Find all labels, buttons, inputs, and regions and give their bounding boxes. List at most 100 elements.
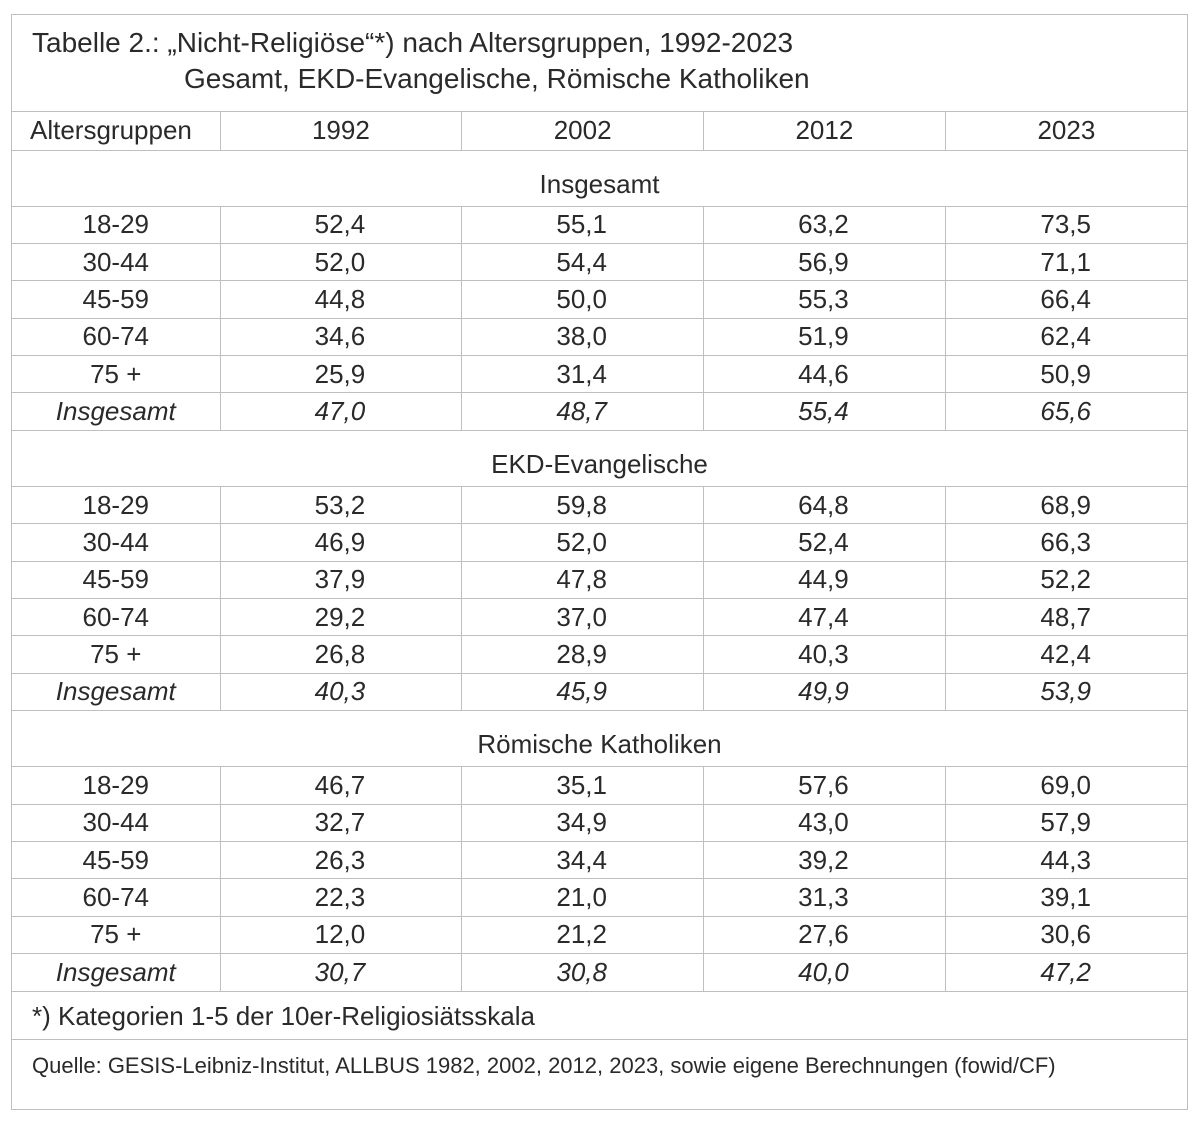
age-group-cell: 75 + (12, 635, 221, 674)
column-header-year: 2023 (944, 112, 1187, 151)
column-header-year: 2012 (703, 112, 946, 151)
value-cell: 37,9 (219, 560, 463, 600)
section-label: Insgesamt (12, 149, 1187, 207)
age-group-cell: 18-29 (12, 205, 221, 244)
value-cell: 44,9 (703, 560, 946, 600)
value-cell: 40,3 (703, 635, 946, 674)
section-header-row: Römische Katholiken (12, 710, 1187, 768)
value-cell: 30,7 (219, 953, 463, 992)
age-group-cell: 75 + (12, 355, 221, 394)
total-row: Insgesamt 30,7 30,8 40,0 47,2 (12, 953, 1187, 992)
total-row: Insgesamt 47,0 48,7 55,4 65,6 (12, 392, 1187, 431)
section-header-row: Insgesamt (12, 149, 1187, 207)
table-row: 30-44 52,0 54,4 56,9 71,1 (12, 242, 1187, 282)
value-cell: 52,4 (219, 205, 463, 244)
value-cell: 51,9 (703, 317, 946, 357)
value-cell: 44,3 (944, 840, 1187, 880)
value-cell: 62,4 (944, 317, 1187, 357)
table-title: Tabelle 2.: „Nicht-Religiöse“*) nach Alt… (12, 15, 1187, 112)
age-group-cell: 45-59 (12, 840, 221, 880)
table-row: 60-74 34,6 38,0 51,9 62,4 (12, 317, 1187, 357)
value-cell: 48,7 (944, 598, 1187, 637)
value-cell: 32,7 (219, 803, 463, 842)
value-cell: 30,6 (944, 915, 1187, 955)
table-row: 45-59 26,3 34,4 39,2 44,3 (12, 840, 1187, 880)
table-row: 75 +12,0 21,2 27,6 30,6 (12, 915, 1187, 955)
value-cell: 48,7 (461, 392, 704, 431)
table-row: 45-59 44,8 50,0 55,3 66,4 (12, 280, 1187, 319)
table-row: 30-44 32,7 34,9 43,0 57,9 (12, 803, 1187, 842)
value-cell: 52,0 (461, 523, 704, 562)
age-group-cell: 18-29 (12, 485, 221, 525)
age-group-cell: 60-74 (12, 878, 221, 917)
value-cell: 50,9 (944, 355, 1187, 394)
column-header-year: 2002 (461, 112, 704, 151)
table-row: 18-29 53,2 59,8 64,8 68,9 (12, 485, 1187, 525)
section-label: EKD-Evangelische (12, 429, 1187, 487)
age-group-cell: Insgesamt (12, 392, 221, 431)
age-group-cell: 60-74 (12, 317, 221, 357)
age-group-cell: 30-44 (12, 803, 221, 842)
age-group-cell: 45-59 (12, 560, 221, 600)
table-row: 18-29 46,7 35,1 57,6 69,0 (12, 766, 1187, 805)
age-group-cell: 45-59 (12, 280, 221, 319)
value-cell: 66,3 (944, 523, 1187, 562)
value-cell: 34,4 (461, 840, 704, 880)
value-cell: 47,4 (703, 598, 946, 637)
value-cell: 46,9 (219, 523, 463, 562)
value-cell: 50,0 (461, 280, 704, 319)
value-cell: 40,0 (703, 953, 946, 992)
title-line-2: Gesamt, EKD-Evangelische, Römische Katho… (184, 63, 810, 94)
section-header-row: EKD-Evangelische (12, 429, 1187, 487)
value-cell: 29,2 (219, 598, 463, 637)
value-cell: 52,0 (219, 242, 463, 282)
total-row: Insgesamt 40,3 45,9 49,9 53,9 (12, 672, 1187, 712)
value-cell: 55,4 (703, 392, 946, 431)
footnote: *) Kategorien 1-5 der 10er-Religiosiätss… (12, 992, 1187, 1040)
value-cell: 69,0 (944, 766, 1187, 805)
value-cell: 47,0 (219, 392, 463, 431)
age-group-cell: 18-29 (12, 766, 221, 805)
column-header-age: Altersgruppen (12, 112, 221, 151)
value-cell: 59,8 (461, 485, 704, 525)
age-group-cell: 30-44 (12, 523, 221, 562)
age-group-cell: 60-74 (12, 598, 221, 637)
value-cell: 52,4 (703, 523, 946, 562)
value-cell: 57,9 (944, 803, 1187, 842)
source-note: Quelle: GESIS-Leibniz-Institut, ALLBUS 1… (32, 1052, 1056, 1078)
value-cell: 39,2 (703, 840, 946, 880)
value-cell: 34,6 (219, 317, 463, 357)
value-cell: 37,0 (461, 598, 704, 637)
value-cell: 53,9 (944, 672, 1187, 712)
value-cell: 56,9 (703, 242, 946, 282)
age-group-cell: Insgesamt (12, 953, 221, 992)
value-cell: 40,3 (219, 672, 463, 712)
table-row: 60-74 22,3 21,0 31,3 39,1 (12, 878, 1187, 917)
data-table: Altersgruppen 1992 2002 2012 2023 Insges… (12, 112, 1187, 992)
value-cell: 28,9 (461, 635, 704, 674)
section-label: Römische Katholiken (12, 710, 1187, 768)
table-row: 18-29 52,4 55,1 63,2 73,5 (12, 205, 1187, 244)
age-group-cell: 30-44 (12, 242, 221, 282)
value-cell: 46,7 (219, 766, 463, 805)
column-header-year: 1992 (219, 112, 463, 151)
table-row: 30-44 46,9 52,0 52,4 66,3 (12, 523, 1187, 562)
value-cell: 38,0 (461, 317, 704, 357)
value-cell: 35,1 (461, 766, 704, 805)
table-row: 75 +25,9 31,4 44,6 50,9 (12, 355, 1187, 394)
value-cell: 71,1 (944, 242, 1187, 282)
value-cell: 42,4 (944, 635, 1187, 674)
value-cell: 31,4 (461, 355, 704, 394)
value-cell: 54,4 (461, 242, 704, 282)
value-cell: 55,1 (461, 205, 704, 244)
value-cell: 43,0 (703, 803, 946, 842)
value-cell: 25,9 (219, 355, 463, 394)
value-cell: 12,0 (219, 915, 463, 955)
value-cell: 39,1 (944, 878, 1187, 917)
value-cell: 57,6 (703, 766, 946, 805)
value-cell: 73,5 (944, 205, 1187, 244)
value-cell: 44,8 (219, 280, 463, 319)
value-cell: 65,6 (944, 392, 1187, 431)
table-frame: Tabelle 2.: „Nicht-Religiöse“*) nach Alt… (11, 14, 1188, 1110)
value-cell: 21,0 (461, 878, 704, 917)
